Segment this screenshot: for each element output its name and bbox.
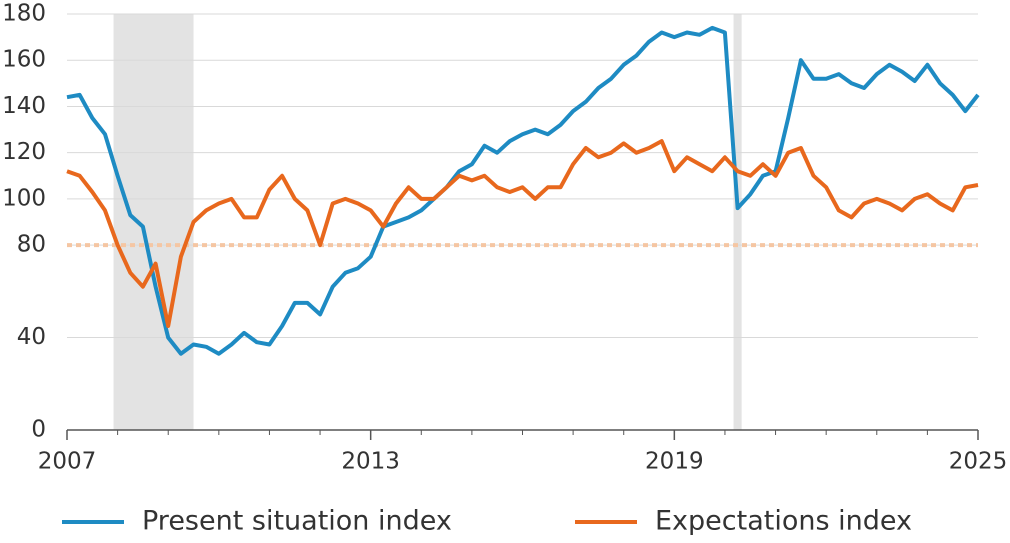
legend-label: Present situation index (142, 506, 452, 537)
x-tick-label: 2007 (38, 449, 97, 475)
y-tick-label: 40 (17, 324, 46, 350)
shaded-period (113, 14, 194, 430)
y-tick-label: 160 (2, 47, 46, 73)
y-tick-label: 140 (2, 93, 46, 119)
y-tick-label: 180 (2, 1, 46, 27)
shaded-period (733, 14, 742, 430)
x-tick-label: 2013 (341, 449, 400, 475)
series-line (66, 25, 980, 356)
x-tick-label: 2019 (645, 449, 704, 475)
y-tick-label: 100 (2, 185, 46, 211)
x-tick-label: 2025 (949, 449, 1008, 475)
y-tick-label: 0 (31, 417, 46, 443)
legend-label: Expectations index (655, 506, 912, 537)
y-tick-label: 120 (2, 139, 46, 165)
series-line (66, 139, 979, 328)
y-tick-label: 80 (17, 232, 46, 258)
